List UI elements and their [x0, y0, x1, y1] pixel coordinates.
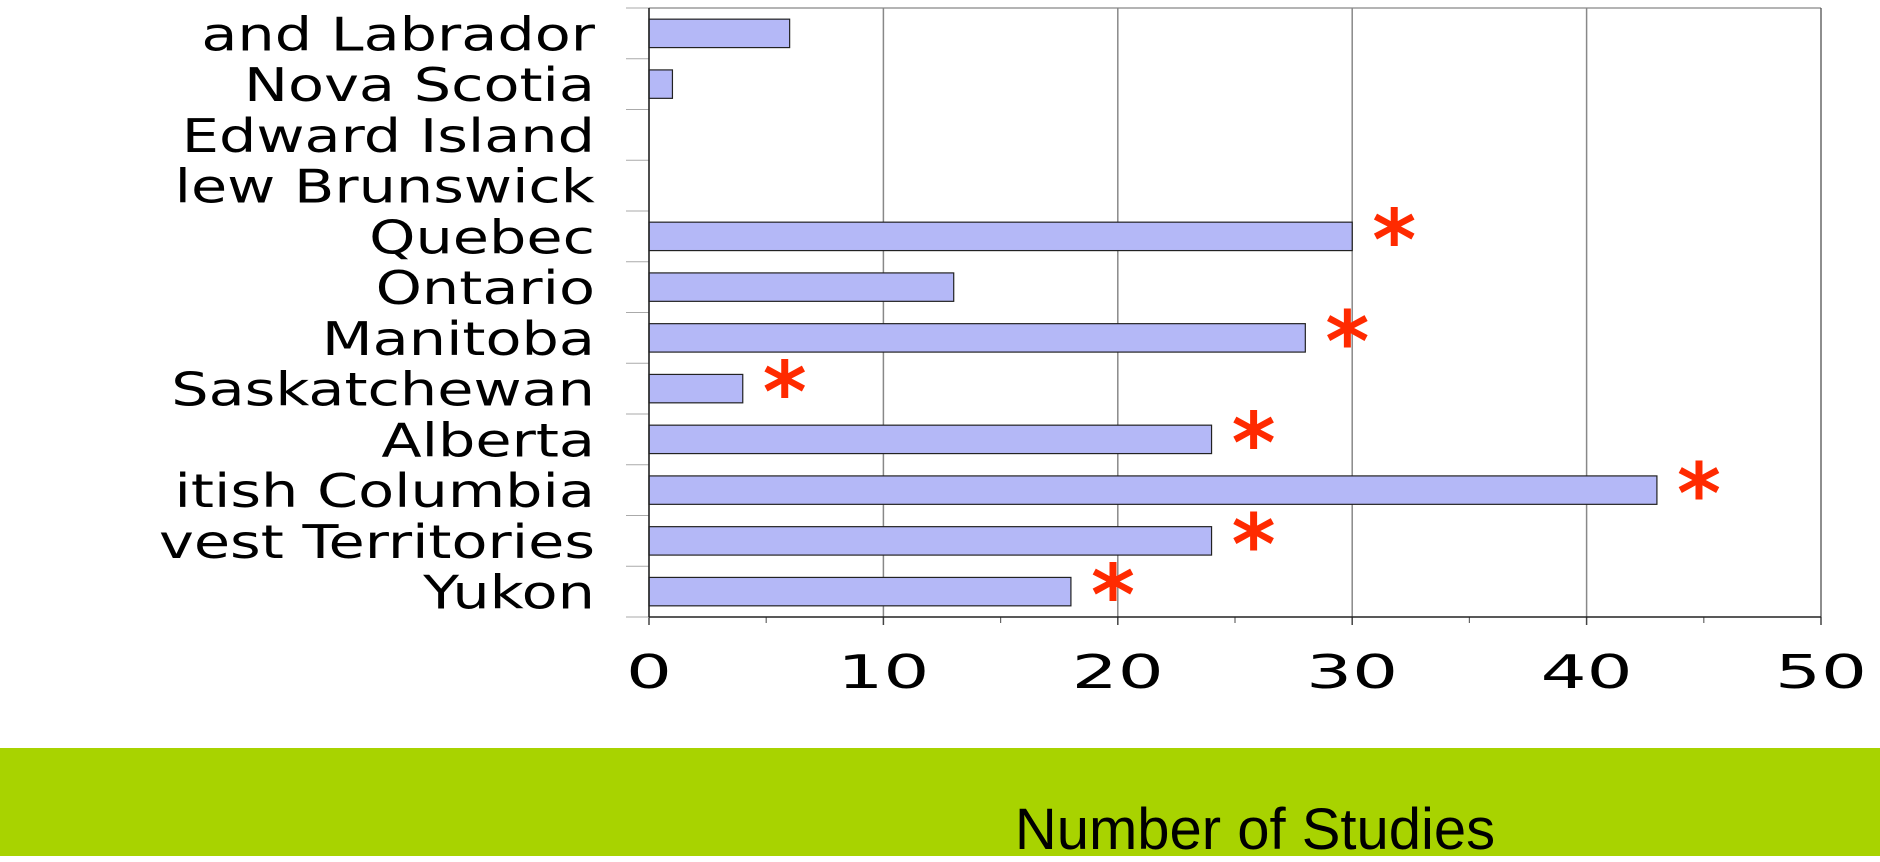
- significance-star: *: [1325, 293, 1369, 391]
- significance-star: *: [1677, 445, 1721, 543]
- x-tick-label: 20: [1072, 645, 1164, 699]
- x-tick-label: 10: [837, 645, 929, 699]
- x-tick-label: 0: [626, 645, 672, 699]
- bar-vest-territories: [648, 526, 1213, 556]
- significance-star: *: [1091, 547, 1135, 645]
- y-tick-label: itish Columbia: [175, 465, 595, 518]
- y-tick-label: Nova Scotia: [244, 59, 595, 112]
- y-tick-label: Saskatchewan: [171, 364, 595, 417]
- y-tick-label: Quebec: [369, 212, 595, 265]
- x-tick-label: 40: [1541, 645, 1633, 699]
- y-tick-label: vest Territories: [159, 516, 595, 569]
- bar-alberta: [648, 424, 1213, 455]
- significance-star: *: [1232, 496, 1276, 594]
- bar-and-labrador: [648, 18, 791, 49]
- bar-yukon: [648, 576, 1072, 607]
- x-tick-label: 50: [1775, 645, 1867, 699]
- significance-star: *: [1372, 191, 1416, 289]
- bar-quebec: [648, 221, 1353, 252]
- significance-star: *: [763, 344, 807, 442]
- xaxis-title-band: [0, 748, 1880, 856]
- bar-ontario: [648, 272, 955, 302]
- y-tick-label: Yukon: [422, 567, 595, 620]
- y-tick-label: Manitoba: [322, 313, 595, 366]
- x-tick-label: 30: [1306, 645, 1398, 699]
- bar-itish-columbia: [648, 475, 1658, 505]
- y-tick-label: and Labrador: [201, 9, 595, 62]
- bar-manitoba: [648, 323, 1306, 353]
- y-tick-label: lew Brunswick: [175, 161, 596, 214]
- y-tick-label: Alberta: [381, 415, 595, 468]
- bar-nova-scotia: [648, 69, 674, 99]
- bar-saskatchewan: [648, 373, 744, 404]
- y-tick-label: Ontario: [376, 262, 595, 315]
- significance-star: *: [1232, 394, 1276, 492]
- y-tick-label: Edward Island: [182, 110, 595, 163]
- x-axis-title: Number of Studies: [1014, 797, 1496, 862]
